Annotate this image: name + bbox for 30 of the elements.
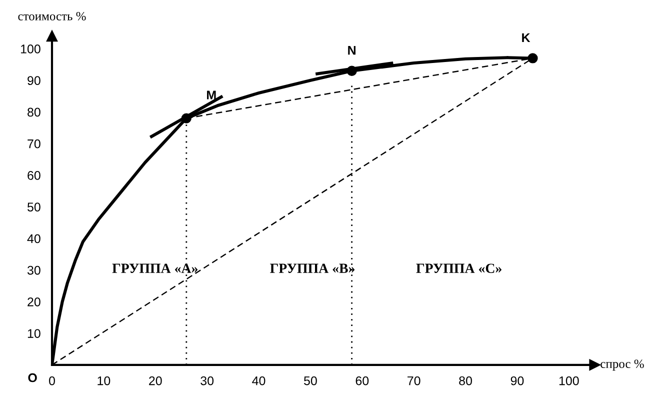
y-tick-label: 50 (27, 202, 40, 212)
x-tick-label: 40 (252, 376, 266, 386)
x-tick-label: 10 (98, 376, 110, 386)
y-tick-label: 80 (28, 108, 40, 117)
x-axis-title: спрос % (600, 360, 644, 371)
annotation: K (522, 33, 530, 42)
y-tick-label: 30 (27, 266, 40, 275)
y-tick-label: 10 (28, 329, 40, 338)
x-tick-label: 30 (200, 376, 214, 386)
y-tick-label: 100 (20, 44, 40, 54)
annotation: N (348, 46, 356, 55)
x-tick-label: 100 (559, 376, 579, 386)
annotation: O (28, 373, 37, 382)
y-tick-label: 60 (28, 171, 40, 180)
y-tick-label: 70 (28, 139, 40, 148)
y-tick-label: 90 (28, 76, 40, 86)
x-tick-label: 80 (459, 376, 472, 386)
y-axis-title: стоимость % (18, 12, 86, 20)
x-tick-label: 70 (408, 376, 420, 386)
x-tick-label: 0 (49, 376, 55, 386)
annotation: M (207, 90, 216, 100)
annotation: ГРУППА «B» (270, 264, 355, 274)
x-tick-label: 20 (149, 376, 162, 386)
x-tick-label: 60 (356, 376, 369, 386)
annotation: ГРУППА «C» (416, 264, 502, 274)
x-tick-label: 50 (304, 376, 317, 386)
x-tick-label: 90 (510, 376, 524, 386)
y-tick-label: 20 (28, 297, 40, 306)
y-tick-label: 40 (27, 234, 40, 244)
annotation: ГРУППА «A» (112, 264, 198, 274)
